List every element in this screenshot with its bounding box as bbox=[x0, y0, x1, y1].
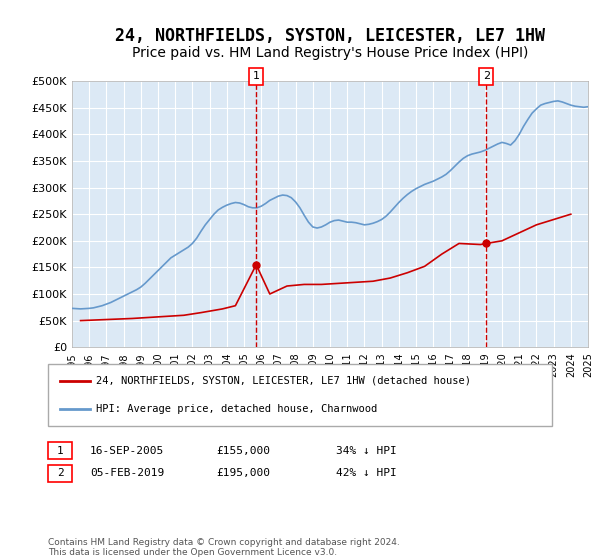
Text: 1: 1 bbox=[253, 71, 260, 81]
Text: 2: 2 bbox=[483, 71, 490, 81]
Text: 2: 2 bbox=[56, 468, 64, 478]
Text: HPI: Average price, detached house, Charnwood: HPI: Average price, detached house, Char… bbox=[96, 404, 377, 414]
Text: 24, NORTHFIELDS, SYSTON, LEICESTER, LE7 1HW: 24, NORTHFIELDS, SYSTON, LEICESTER, LE7 … bbox=[115, 27, 545, 45]
Text: £155,000: £155,000 bbox=[216, 446, 270, 456]
Text: £195,000: £195,000 bbox=[216, 468, 270, 478]
Text: Price paid vs. HM Land Registry's House Price Index (HPI): Price paid vs. HM Land Registry's House … bbox=[132, 46, 528, 60]
Text: 34% ↓ HPI: 34% ↓ HPI bbox=[336, 446, 397, 456]
Text: 16-SEP-2005: 16-SEP-2005 bbox=[90, 446, 164, 456]
Text: 24, NORTHFIELDS, SYSTON, LEICESTER, LE7 1HW (detached house): 24, NORTHFIELDS, SYSTON, LEICESTER, LE7 … bbox=[96, 376, 471, 386]
Text: 42% ↓ HPI: 42% ↓ HPI bbox=[336, 468, 397, 478]
Text: 05-FEB-2019: 05-FEB-2019 bbox=[90, 468, 164, 478]
Text: Contains HM Land Registry data © Crown copyright and database right 2024.
This d: Contains HM Land Registry data © Crown c… bbox=[48, 538, 400, 557]
Text: 1: 1 bbox=[56, 446, 64, 456]
